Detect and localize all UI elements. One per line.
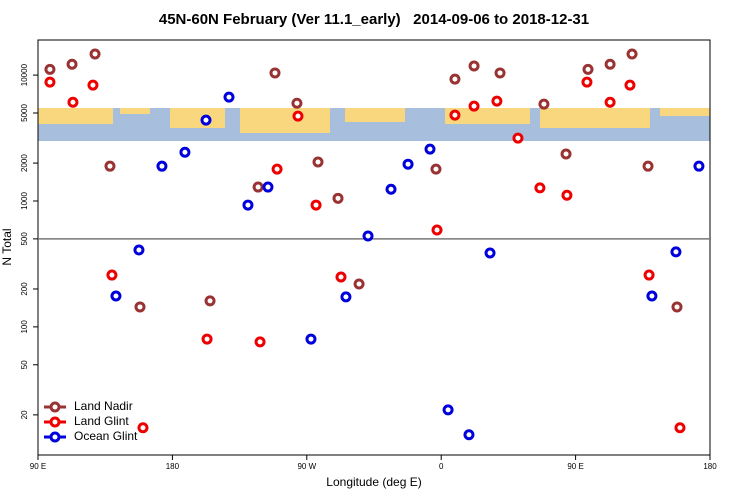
point — [335, 271, 347, 283]
point — [491, 95, 503, 107]
point — [179, 146, 191, 158]
map-band — [38, 108, 710, 141]
point — [385, 183, 397, 195]
point — [468, 100, 480, 112]
x-tick-label: 90 E — [567, 462, 583, 471]
point — [463, 429, 475, 441]
point — [442, 404, 454, 416]
point — [670, 246, 682, 258]
point — [512, 132, 524, 144]
y-tick-label: 5000 — [20, 104, 29, 122]
legend-marker — [49, 401, 61, 413]
point — [87, 79, 99, 91]
point — [312, 156, 324, 168]
point — [362, 230, 374, 242]
point — [693, 160, 705, 172]
point — [254, 336, 266, 348]
point — [604, 96, 616, 108]
point — [561, 189, 573, 201]
point — [291, 97, 303, 109]
point — [671, 301, 683, 313]
point — [269, 67, 281, 79]
point — [156, 160, 168, 172]
point — [44, 76, 56, 88]
point — [424, 143, 436, 155]
legend-label: Land Glint — [74, 414, 129, 428]
plot-frame — [37, 39, 711, 456]
legend-label: Land Nadir — [74, 399, 133, 413]
y-tick-label: 50 — [20, 360, 29, 369]
point — [204, 295, 216, 307]
point — [538, 98, 550, 110]
point — [624, 79, 636, 91]
point — [353, 278, 365, 290]
point — [604, 58, 616, 70]
legend-label: Ocean Glint — [74, 429, 138, 443]
point — [106, 269, 118, 281]
y-tick-label: 10000 — [20, 63, 29, 86]
x-tick-label: 90 E — [30, 462, 46, 471]
point — [66, 58, 78, 70]
point — [133, 244, 145, 256]
point — [104, 160, 116, 172]
point — [642, 160, 654, 172]
point — [110, 290, 122, 302]
point — [626, 48, 638, 60]
x-tick-label: 0 — [439, 462, 444, 471]
point — [340, 291, 352, 303]
point — [89, 48, 101, 60]
point — [200, 114, 212, 126]
point — [292, 110, 304, 122]
point — [402, 158, 414, 170]
y-tick-label: 500 — [20, 232, 29, 246]
point — [643, 269, 655, 281]
x-tick-label: 90 W — [297, 462, 316, 471]
point — [674, 422, 686, 434]
point — [484, 247, 496, 259]
point — [262, 181, 274, 193]
point — [271, 163, 283, 175]
legend-marker — [49, 431, 61, 443]
x-tick-label: 180 — [166, 462, 180, 471]
point — [534, 182, 546, 194]
point — [134, 301, 146, 313]
x-axis-label: Longitude (deg E) — [326, 475, 421, 489]
y-axis-label: N Total — [0, 228, 14, 265]
y-tick-label: 2000 — [20, 154, 29, 172]
point — [44, 63, 56, 75]
point — [449, 109, 461, 121]
point — [560, 148, 572, 160]
point — [67, 96, 79, 108]
point — [223, 91, 235, 103]
point — [305, 333, 317, 345]
y-tick-label: 200 — [20, 282, 29, 296]
point — [310, 199, 322, 211]
y-tick-label: 100 — [20, 320, 29, 334]
point — [137, 422, 149, 434]
point — [430, 163, 442, 175]
legend-marker — [49, 416, 61, 428]
point — [332, 192, 344, 204]
point — [582, 63, 594, 75]
point — [449, 73, 461, 85]
point — [468, 60, 480, 72]
point — [494, 67, 506, 79]
y-tick-label: 20 — [20, 410, 29, 419]
point — [252, 181, 264, 193]
y-tick-label: 1000 — [20, 192, 29, 210]
point — [242, 199, 254, 211]
point — [581, 76, 593, 88]
point — [201, 333, 213, 345]
chart-title: 45N-60N February (Ver 11.1_early) 2014-0… — [159, 11, 589, 28]
point — [431, 224, 443, 236]
x-tick-label: 180 — [703, 462, 717, 471]
point — [646, 290, 658, 302]
